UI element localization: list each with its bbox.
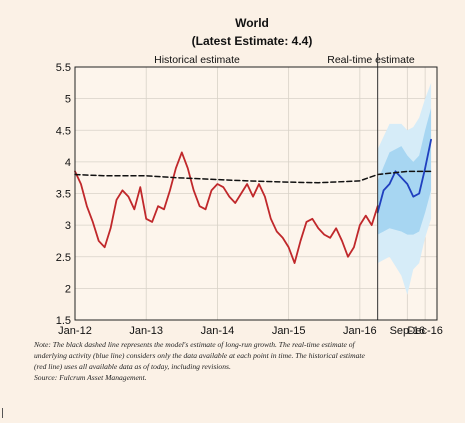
series-line [74, 151, 379, 264]
y-tick-label: 3.5 [56, 189, 71, 201]
y-tick-label: 5 [65, 94, 71, 106]
x-tick-label: Jan-14 [201, 325, 235, 337]
note-line: Note: The black dashed line represents t… [34, 340, 355, 349]
note-line: (red line) uses all available data as of… [34, 362, 231, 371]
long-run-dashed-line [74, 170, 432, 184]
x-tick-label: Dec-16 [407, 325, 442, 337]
plot-frame [74, 66, 438, 321]
y-tick-label: 2.5 [56, 252, 71, 264]
region-label-realtime: Real-time estimate [327, 54, 415, 66]
chart-note: Note: The black dashed line represents t… [34, 339, 454, 383]
y-tick-label: 4 [65, 157, 71, 169]
chart-title: World [235, 16, 269, 30]
x-tick-label: Jan-16 [343, 325, 377, 337]
chart-subtitle: (Latest Estimate: 4.4) [192, 34, 313, 48]
note-line: underlying activity (blue line) consider… [34, 351, 365, 360]
y-tick-label: 4.5 [56, 125, 71, 137]
plot-area: 1.5 2 2.5 3 3.5 4 4.5 5 5.5 Jan-12 Jan-13 Jan-14 Jan… [56, 53, 443, 337]
x-tick-label: Jan-15 [272, 325, 306, 337]
y-tick-label: 5.5 [56, 62, 71, 74]
x-tick-label: Sep-16 [390, 325, 425, 337]
source-line: Source: Fulcrum Asset Management. [34, 373, 147, 382]
y-tick-label: 3 [65, 220, 71, 232]
x-tick-label: Jan-13 [129, 325, 163, 337]
x-tick-label: Jan-12 [58, 325, 92, 337]
y-tick-label: 2 [65, 283, 71, 295]
region-label-historical: Historical estimate [154, 54, 240, 66]
series-line [376, 138, 432, 214]
divider-mark [2, 408, 3, 418]
y-tick-label: 1.5 [56, 315, 71, 327]
